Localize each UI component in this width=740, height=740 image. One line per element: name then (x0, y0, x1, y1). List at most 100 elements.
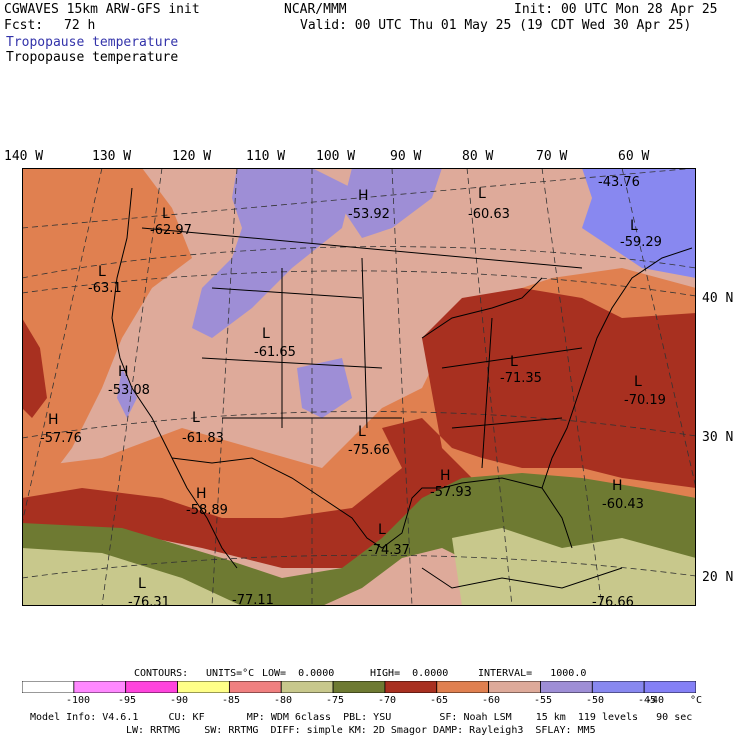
center-label-3: L -60.63 (468, 186, 510, 222)
legend-tick: -60 (482, 695, 501, 706)
legend-tick: -70 (378, 695, 397, 706)
center-label-15: H-58.89 (186, 486, 228, 518)
svg-text:L: L (192, 410, 200, 426)
legend-tick: -75 (326, 695, 345, 706)
lon-label: 140 W (4, 149, 44, 164)
lon-label: 90 W (390, 149, 422, 164)
svg-text:L: L (378, 522, 386, 538)
svg-text:-62.97: -62.97 (150, 223, 192, 238)
field-band-khaki (22, 548, 242, 606)
contour-field-title: Tropopause temperature (6, 50, 179, 65)
legend-tick: -95 (118, 695, 137, 706)
legend-tick: -80 (274, 695, 293, 706)
tropopause-temperature-map: L-62.97 L-63.1 H-53.92 L-60.63 -43.76 L-… (22, 168, 696, 606)
center-label-19: -76.66 (592, 595, 634, 606)
svg-text:-76.66: -76.66 (592, 595, 634, 606)
center-label-0: L-62.97 (150, 206, 192, 238)
svg-text:-43.76: -43.76 (598, 175, 640, 190)
field-band-lavender (297, 358, 352, 418)
svg-text:L: L (630, 218, 638, 234)
svg-text:-61.83: -61.83 (182, 431, 224, 446)
svg-text:-53.92: -53.92 (348, 207, 390, 222)
svg-text:-57.93: -57.93 (430, 485, 472, 500)
legend-swatch-8 (436, 681, 490, 693)
svg-text:H: H (358, 188, 369, 204)
legend-swatch-9 (488, 681, 541, 693)
center-label-7: H -53.08 (108, 364, 150, 398)
center-label-9: L -70.19 (624, 374, 666, 408)
legend-swatch-4 (228, 681, 282, 693)
high-label: HIGH= 0.0000 (370, 668, 449, 679)
svg-text:-77.11: -77.11 (232, 593, 274, 606)
svg-text:L: L (98, 264, 106, 280)
center-label-2: H -53.92 (348, 188, 390, 222)
svg-text:L: L (634, 374, 642, 390)
color-legend-bar (22, 681, 696, 693)
legend-tick: -55 (534, 695, 553, 706)
svg-text:-75.66: -75.66 (348, 443, 390, 458)
legend-tick: -90 (170, 695, 189, 706)
svg-text:-59.29: -59.29 (620, 235, 662, 250)
center-label-16: L -74.37 (368, 522, 410, 558)
physics-info-line: LW: RRTMG SW: RRTMG DIFF: simple KM: 2D … (126, 725, 596, 736)
legend-swatch-3 (177, 681, 230, 693)
legend-swatch-2 (125, 681, 178, 693)
svg-text:-76.31: -76.31 (128, 595, 170, 606)
svg-text:-70.19: -70.19 (624, 393, 666, 408)
lon-label: 100 W (316, 149, 356, 164)
lat-label: 30 N (702, 430, 734, 445)
field-band-khaki (452, 528, 696, 606)
center-label-11: L -61.83 (182, 410, 224, 446)
svg-text:L: L (510, 354, 518, 370)
field-band-blue (582, 168, 696, 278)
units-label: UNITS=°C (206, 668, 255, 679)
legend-swatch-0 (22, 681, 75, 693)
pressure-centers: L-62.97 L-63.1 H-53.92 L-60.63 -43.76 L-… (40, 175, 666, 606)
legend-swatch-10 (540, 681, 593, 693)
svg-text:-53.08: -53.08 (108, 383, 150, 398)
legend-swatch-1 (73, 681, 127, 693)
center-label-14: H -60.43 (602, 478, 644, 512)
svg-text:H: H (48, 412, 59, 428)
colored-field-title: Tropopause temperature (6, 35, 179, 50)
low-label: LOW= 0.0000 (262, 668, 335, 679)
center-label-5: L-59.29 (620, 218, 662, 250)
field-band-lavender (342, 168, 442, 238)
legend-swatch-12 (643, 681, 696, 693)
legend-swatch-11 (591, 681, 645, 693)
legend-tick: -100 (66, 695, 91, 706)
svg-text:H: H (612, 478, 623, 494)
model-title: CGWAVES 15km ARW-GFS init (4, 2, 200, 17)
center-label-17: L -76.31 (128, 576, 170, 606)
lat-label: 40 N (702, 291, 734, 306)
legend-swatch-7 (384, 681, 438, 693)
svg-text:-57.76: -57.76 (40, 431, 82, 446)
legend-swatch-6 (332, 681, 386, 693)
svg-text:H: H (196, 486, 207, 502)
init-time: Init: 00 UTC Mon 28 Apr 25 (514, 2, 718, 17)
interval-label: INTERVAL= 1000.0 (478, 668, 587, 679)
svg-text:-60.63: -60.63 (468, 207, 510, 222)
contours-label: CONTOURS: (134, 668, 189, 679)
center-label-4: -43.76 (598, 175, 640, 190)
legend-tick: -85 (222, 695, 241, 706)
lon-label: 110 W (246, 149, 286, 164)
lon-label: 80 W (462, 149, 494, 164)
center-label-8: L-71.35 (500, 354, 542, 386)
svg-text:H: H (440, 468, 451, 484)
svg-text:-71.35: -71.35 (500, 371, 542, 386)
lon-label: 120 W (172, 149, 212, 164)
lon-label: 70 W (536, 149, 568, 164)
center-label-6: L -61.65 (254, 326, 296, 360)
legend-swatch-5 (280, 681, 334, 693)
forecast-hour: 72 h (64, 18, 96, 33)
legend-tick: -45 (638, 695, 657, 706)
center-label-12: L -75.66 (348, 424, 390, 458)
svg-text:L: L (162, 206, 170, 222)
center-label-1: L-63.1 (88, 264, 122, 296)
legend-tick: -50 (586, 695, 605, 706)
field-band-orange (22, 168, 192, 498)
svg-text:L: L (358, 424, 366, 440)
center-label-10: H -57.76 (40, 412, 82, 446)
svg-text:-60.43: -60.43 (602, 497, 644, 512)
